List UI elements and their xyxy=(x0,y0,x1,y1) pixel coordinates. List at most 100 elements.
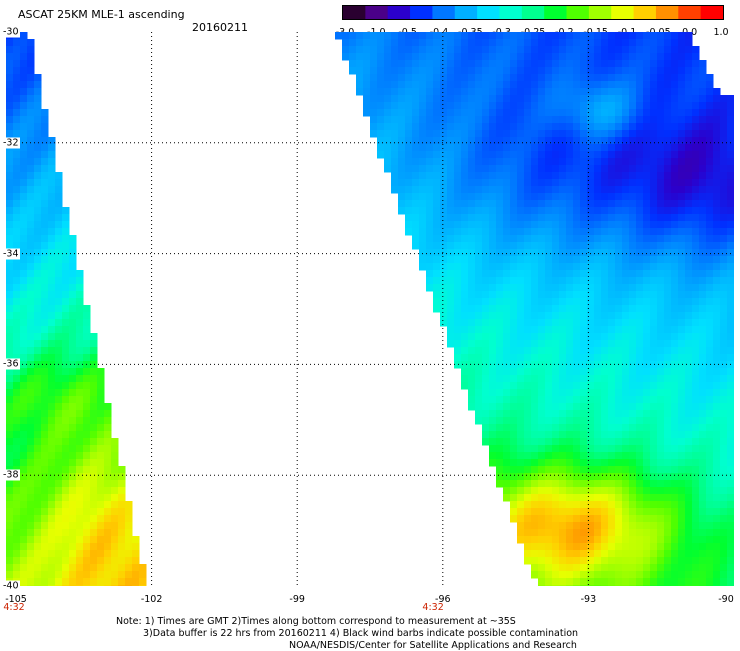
right-swath-cell xyxy=(692,165,700,173)
right-swath-cell xyxy=(405,151,413,159)
right-swath-cell xyxy=(727,522,734,530)
right-swath-cell xyxy=(524,466,532,474)
right-swath-cell xyxy=(552,403,560,411)
left-swath-cell xyxy=(48,235,56,243)
right-swath-cell xyxy=(454,221,462,229)
left-swath-cell xyxy=(69,242,77,250)
right-swath-cell xyxy=(468,256,476,264)
right-swath-cell xyxy=(650,263,658,271)
right-swath-cell xyxy=(720,193,728,201)
right-swath-cell xyxy=(538,410,546,418)
right-swath-cell xyxy=(398,158,406,166)
right-swath-cell xyxy=(643,74,651,82)
right-swath-cell xyxy=(692,193,700,201)
left-swath-cell xyxy=(13,221,21,229)
left-swath-cell xyxy=(6,431,14,439)
left-swath-cell xyxy=(6,186,14,194)
left-swath-cell xyxy=(69,235,77,243)
right-swath-cell xyxy=(531,130,539,138)
left-swath-cell xyxy=(55,207,63,215)
right-swath-cell xyxy=(503,480,511,488)
right-swath-cell xyxy=(692,403,700,411)
right-swath-cell xyxy=(636,53,644,61)
right-swath-cell xyxy=(615,480,623,488)
right-swath-cell xyxy=(496,291,504,299)
right-swath-cell xyxy=(699,340,707,348)
right-swath-cell xyxy=(398,95,406,103)
right-swath-cell xyxy=(419,116,427,124)
right-swath-cell xyxy=(489,39,497,47)
left-swath-cell xyxy=(118,501,126,509)
right-swath-cell xyxy=(342,39,350,47)
longitude-label: -93 xyxy=(580,594,597,605)
right-swath-cell xyxy=(496,109,504,117)
right-swath-cell xyxy=(650,277,658,285)
right-swath-cell xyxy=(482,67,490,75)
left-swath-cell xyxy=(27,256,35,264)
right-swath-cell xyxy=(552,424,560,432)
right-swath-cell xyxy=(538,515,546,523)
left-swath-cell xyxy=(27,529,35,537)
right-swath-cell xyxy=(608,46,616,54)
right-swath-cell xyxy=(657,333,665,341)
right-swath-cell xyxy=(608,207,616,215)
right-swath-cell xyxy=(678,284,686,292)
right-swath-cell xyxy=(391,137,399,145)
right-swath-cell xyxy=(503,39,511,47)
left-swath-cell xyxy=(34,277,42,285)
right-swath-cell xyxy=(405,95,413,103)
right-swath-cell xyxy=(657,326,665,334)
left-swath-cell xyxy=(90,382,98,390)
right-swath-cell xyxy=(503,263,511,271)
right-swath-cell xyxy=(706,312,714,320)
left-swath-cell xyxy=(34,172,42,180)
right-swath-cell xyxy=(671,214,679,222)
left-swath-cell xyxy=(27,494,35,502)
right-swath-cell xyxy=(629,410,637,418)
right-swath-cell xyxy=(664,585,672,586)
right-swath-cell xyxy=(454,102,462,110)
right-swath-cell xyxy=(678,536,686,544)
right-swath-cell xyxy=(517,431,525,439)
footer-credit: NOAA/NESDIS/Center for Satellite Applica… xyxy=(289,640,577,651)
right-swath-cell xyxy=(489,172,497,180)
right-swath-cell xyxy=(573,151,581,159)
right-swath-cell xyxy=(678,424,686,432)
right-swath-cell xyxy=(636,74,644,82)
right-swath-cell xyxy=(363,109,371,117)
left-swath-cell xyxy=(125,585,133,586)
right-swath-cell xyxy=(580,431,588,439)
right-swath-cell xyxy=(503,305,511,313)
right-swath-cell xyxy=(713,585,721,586)
right-swath-cell xyxy=(608,158,616,166)
right-swath-cell xyxy=(643,151,651,159)
right-swath-cell xyxy=(496,102,504,110)
right-swath-cell xyxy=(636,116,644,124)
left-swath-cell xyxy=(34,438,42,446)
right-swath-cell xyxy=(412,130,420,138)
right-swath-cell xyxy=(510,312,518,320)
right-swath-cell xyxy=(664,319,672,327)
left-swath-cell xyxy=(111,487,119,495)
right-swath-cell xyxy=(713,235,721,243)
right-swath-cell xyxy=(440,228,448,236)
right-swath-cell xyxy=(671,585,679,586)
right-swath-cell xyxy=(510,487,518,495)
right-swath-cell xyxy=(468,32,476,40)
left-swath-cell xyxy=(139,571,147,579)
left-swath-cell xyxy=(27,403,35,411)
right-swath-cell xyxy=(468,270,476,278)
right-swath-cell xyxy=(545,270,553,278)
right-swath-cell xyxy=(608,347,616,355)
left-swath-cell xyxy=(20,130,28,138)
right-swath-cell xyxy=(615,46,623,54)
right-swath-cell xyxy=(580,494,588,502)
right-swath-cell xyxy=(545,333,553,341)
right-swath-cell xyxy=(706,214,714,222)
right-swath-cell xyxy=(447,172,455,180)
right-swath-cell xyxy=(433,263,441,271)
right-swath-cell xyxy=(727,494,734,502)
right-swath-cell xyxy=(587,179,595,187)
right-swath-cell xyxy=(657,368,665,376)
right-swath-cell xyxy=(538,424,546,432)
